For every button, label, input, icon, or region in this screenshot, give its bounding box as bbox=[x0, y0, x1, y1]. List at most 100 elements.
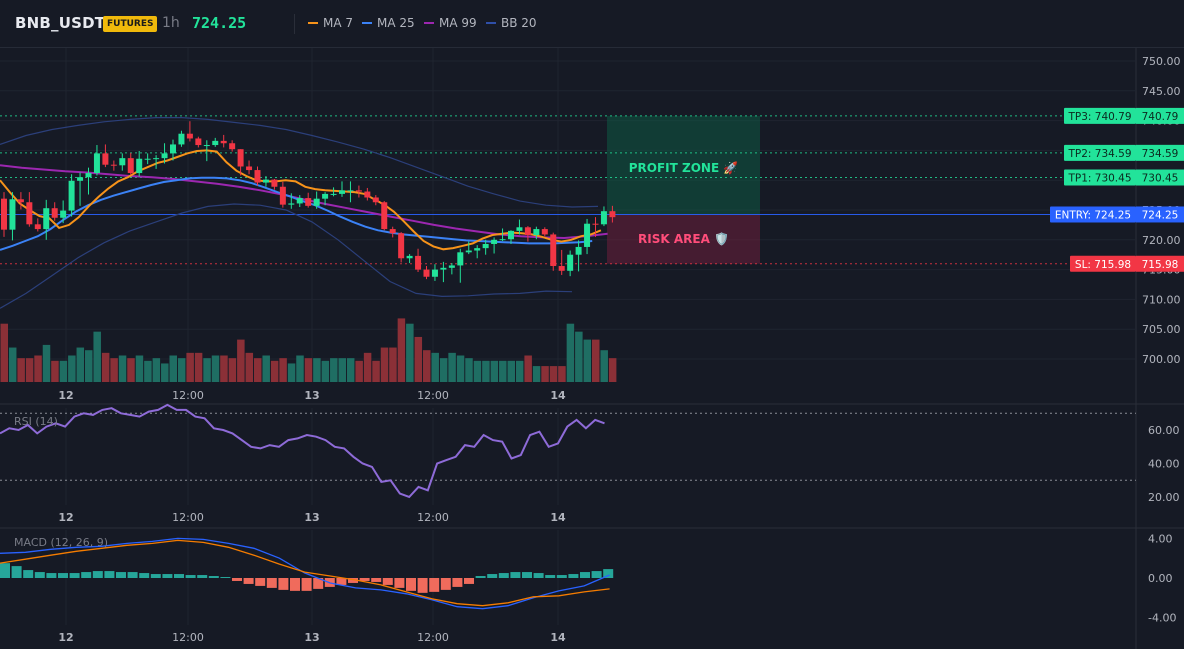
volume-bar bbox=[372, 360, 380, 382]
candle-body bbox=[406, 255, 413, 259]
macd-histogram-bar bbox=[174, 574, 184, 578]
volume-bar bbox=[17, 358, 25, 382]
candle-body bbox=[271, 179, 278, 187]
volume-bar bbox=[592, 339, 600, 382]
macd-histogram-bar bbox=[580, 572, 590, 578]
macd-histogram-bar bbox=[533, 573, 544, 578]
volume-bar bbox=[279, 358, 287, 382]
level-tag-entry bbox=[1050, 206, 1136, 223]
volume-bar bbox=[144, 360, 152, 382]
macd-histogram-bar bbox=[348, 578, 358, 583]
candle-body bbox=[43, 208, 50, 230]
ma99-line bbox=[0, 164, 608, 240]
candle-body bbox=[110, 164, 117, 166]
macd-histogram-bar bbox=[104, 571, 115, 578]
timeframe-selector[interactable]: 1h bbox=[162, 15, 180, 31]
macd-histogram-bar bbox=[23, 570, 34, 578]
volume-bar bbox=[389, 347, 397, 382]
macd-histogram-bar bbox=[591, 571, 602, 578]
candle-body bbox=[237, 149, 244, 167]
time-axis-tick: 13 bbox=[304, 389, 319, 402]
candle-body bbox=[313, 198, 320, 206]
candle-body bbox=[1, 198, 7, 230]
volume-bar bbox=[414, 336, 423, 382]
candle-body bbox=[609, 211, 616, 218]
volume-bar bbox=[600, 350, 608, 382]
volume-bar bbox=[51, 360, 59, 382]
symbol-title[interactable]: BNB_USDT bbox=[15, 14, 106, 32]
macd-histogram-bar bbox=[603, 569, 614, 578]
legend-label-ma7: MA 7 bbox=[323, 16, 354, 30]
volume-bar bbox=[228, 358, 237, 382]
risk-zone-label: RISK AREA 🛡️ bbox=[638, 232, 729, 246]
futures-badge: FUTURES bbox=[103, 16, 158, 32]
candle-body bbox=[347, 190, 354, 192]
candle-body bbox=[195, 138, 202, 146]
price-axis-tick: 745.00 bbox=[1142, 85, 1181, 98]
candle-body bbox=[9, 199, 16, 230]
macd-histogram-bar bbox=[162, 574, 173, 578]
legend-ma99[interactable]: MA 99 bbox=[424, 16, 477, 30]
candle-body bbox=[491, 239, 498, 244]
legend-label-bb20: BB 20 bbox=[501, 16, 537, 30]
candle-body bbox=[220, 140, 227, 144]
volume-bar bbox=[423, 350, 431, 382]
candle-body bbox=[567, 254, 574, 271]
volume-bar bbox=[161, 363, 169, 382]
macd-histogram-bar bbox=[382, 578, 393, 585]
volume-bar bbox=[59, 360, 68, 382]
volume-bar bbox=[583, 339, 592, 382]
legend-ma7[interactable]: MA 7 bbox=[308, 16, 353, 30]
candle-body bbox=[474, 248, 481, 251]
time-axis-tick: 13 bbox=[304, 511, 319, 524]
bb-upper-line bbox=[0, 117, 599, 208]
volume-bar bbox=[296, 355, 304, 382]
candle-body bbox=[431, 269, 438, 277]
legend-swatch-ma99 bbox=[424, 21, 434, 24]
legend-ma25[interactable]: MA 25 bbox=[362, 16, 415, 30]
candle-body bbox=[415, 255, 422, 270]
macd-histogram-bar bbox=[243, 578, 254, 584]
last-price: 724.25 bbox=[192, 14, 247, 32]
macd-histogram-bar bbox=[464, 578, 474, 584]
time-axis-tick: 14 bbox=[550, 511, 566, 524]
candle-body bbox=[600, 211, 607, 225]
volume-bar bbox=[0, 323, 8, 382]
level-axis-value: 715.98 bbox=[1142, 259, 1179, 271]
macd-histogram-bar bbox=[336, 578, 347, 585]
macd-histogram-bar bbox=[371, 578, 382, 582]
macd-histogram-bar bbox=[475, 576, 486, 578]
level-axis-value: 724.25 bbox=[1142, 209, 1179, 221]
volume-bar bbox=[93, 331, 101, 382]
volume-bar bbox=[245, 352, 254, 382]
volume-bar bbox=[465, 358, 473, 382]
volume-bar bbox=[363, 352, 372, 382]
legend-bb20[interactable]: BB 20 bbox=[486, 16, 537, 30]
candle-body bbox=[457, 252, 464, 266]
macd-histogram-bar bbox=[92, 571, 103, 578]
level-tag-tp2 bbox=[1064, 144, 1136, 161]
volume-bar bbox=[127, 358, 135, 382]
volume-bar bbox=[186, 352, 194, 382]
macd-histogram-bar bbox=[208, 576, 219, 578]
candle-body bbox=[575, 246, 582, 255]
header-divider bbox=[294, 14, 295, 34]
level-axis-tag bbox=[1136, 169, 1184, 186]
bb-lower-line bbox=[0, 203, 573, 309]
candle-body bbox=[355, 190, 362, 192]
price-axis-tick: 700.00 bbox=[1142, 353, 1181, 366]
candle-body bbox=[93, 153, 100, 174]
candle-body bbox=[203, 145, 210, 147]
macd-signal-line bbox=[0, 539, 610, 607]
candle-body bbox=[533, 229, 540, 236]
time-axis-tick: 12:00 bbox=[417, 389, 449, 402]
candle-body bbox=[558, 266, 565, 271]
macd-line bbox=[0, 537, 610, 610]
candle-body bbox=[516, 227, 523, 231]
level-axis-value: 734.59 bbox=[1142, 148, 1179, 160]
macd-histogram-bar bbox=[290, 578, 300, 591]
macd-histogram-bar bbox=[185, 575, 196, 578]
price-axis-tick: 705.00 bbox=[1142, 323, 1181, 336]
macd-histogram-bar bbox=[440, 578, 451, 590]
